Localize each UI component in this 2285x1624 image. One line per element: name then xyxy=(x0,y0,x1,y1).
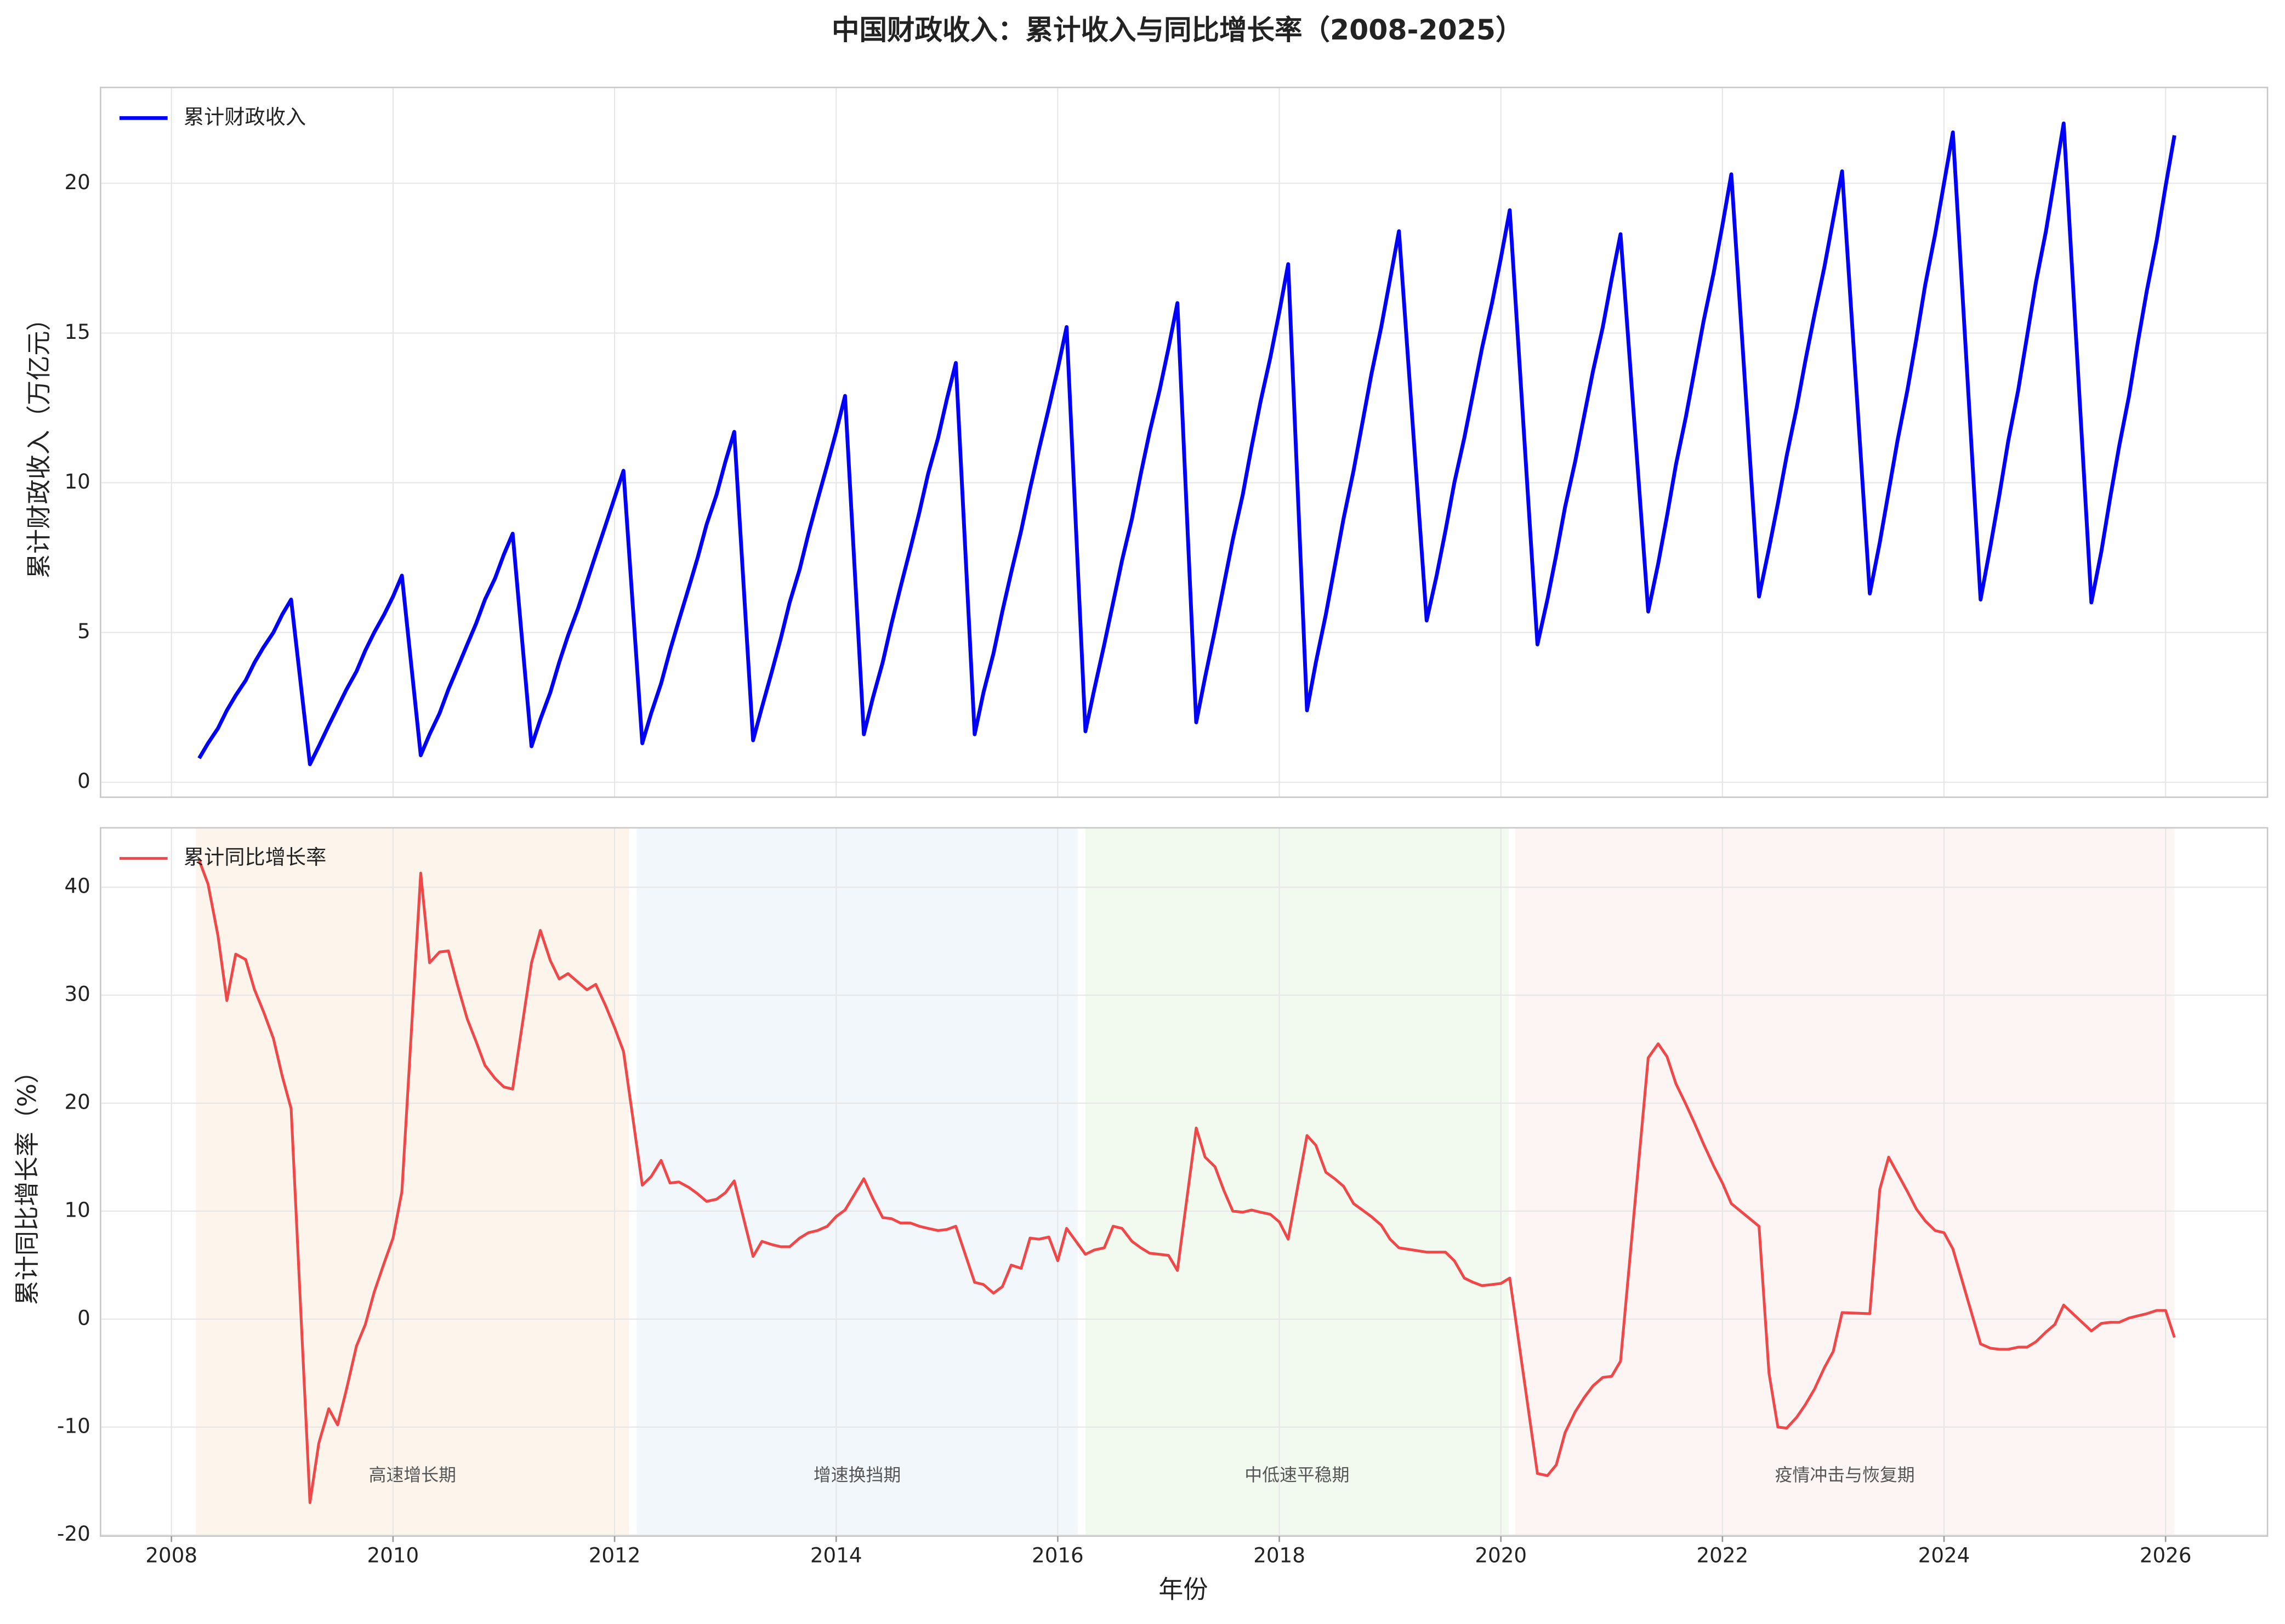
plot-frame xyxy=(100,87,2269,798)
x-tick-label: 2012 xyxy=(589,1543,641,1567)
y-tick-label: 20 xyxy=(64,1090,90,1114)
y-tick-label: 15 xyxy=(64,320,90,344)
x-tick-label: 2020 xyxy=(1475,1543,1527,1567)
data-line xyxy=(197,860,2176,1504)
x-tick-label: 2022 xyxy=(1697,1543,1749,1567)
y-tick-label: 10 xyxy=(64,1197,90,1222)
x-tick-label: 2024 xyxy=(1918,1543,1970,1567)
region-label: 疫情冲击与恢复期 xyxy=(1775,1464,1915,1485)
region-label: 高速增长期 xyxy=(369,1464,456,1485)
region-label: 增速换挡期 xyxy=(814,1464,901,1485)
y-axis-label: 累计财政收入（万亿元） xyxy=(24,306,53,578)
region xyxy=(636,827,1078,1536)
region xyxy=(1085,827,1509,1536)
x-tick-label: 2014 xyxy=(810,1543,862,1567)
x-axis-label: 年份 xyxy=(1158,1575,1208,1604)
region-label: 中低速平稳期 xyxy=(1244,1464,1349,1485)
x-tick-label: 2016 xyxy=(1032,1543,1084,1567)
x-tick-label: 2018 xyxy=(1253,1543,1305,1567)
y-tick-label: -10 xyxy=(57,1413,90,1438)
x-tick-label: 2008 xyxy=(145,1543,197,1567)
legend-label: 累计同比增长率 xyxy=(184,845,326,869)
y-tick-label: 20 xyxy=(64,170,90,194)
plot-frame xyxy=(100,827,2269,1537)
y-tick-label: 5 xyxy=(77,619,90,643)
x-tick-label: 2026 xyxy=(2140,1543,2192,1567)
y-tick-label: 0 xyxy=(77,1305,90,1330)
y-tick-label: 10 xyxy=(64,469,90,493)
region xyxy=(1515,827,2175,1536)
y-tick-label: 30 xyxy=(64,982,90,1006)
y-axis-label: 累计同比增长率（%） xyxy=(13,1059,42,1305)
y-tick-label: 0 xyxy=(77,769,90,793)
region xyxy=(196,827,629,1536)
figure-title: 中国财政收入：累计收入与同比增长率（2008-2025） xyxy=(832,14,1524,46)
y-tick-label: -20 xyxy=(57,1521,90,1546)
data-line xyxy=(197,121,2176,766)
y-tick-label: 40 xyxy=(64,874,90,898)
legend-label: 累计财政收入 xyxy=(184,105,306,129)
x-tick-label: 2010 xyxy=(367,1543,419,1567)
